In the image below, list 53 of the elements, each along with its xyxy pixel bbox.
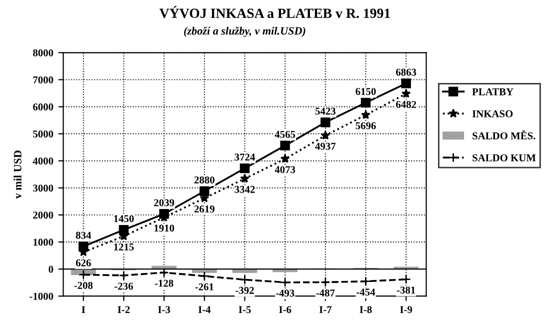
- y-tick-label: 5000: [33, 130, 54, 138]
- y-tick-label: -1000: [30, 292, 54, 300]
- y-axis-title: v mil USD: [14, 150, 22, 199]
- y-tick-label: 0: [48, 266, 54, 273]
- legend-label: PLATBY: [472, 88, 514, 96]
- y-tick-label: 8000: [33, 49, 54, 56]
- chart-title: VÝVOJ INKASA a PLATEB v R. 1991: [159, 6, 390, 18]
- data-label: 3724: [234, 154, 255, 161]
- data-label: 1450: [114, 215, 134, 222]
- x-tick-label: I-5: [238, 306, 251, 314]
- data-label: -236: [114, 282, 133, 290]
- data-label: 6150: [356, 88, 376, 96]
- data-label: 6863: [396, 68, 416, 76]
- y-tick-label: 4000: [32, 158, 54, 165]
- x-tick-label: I-6: [279, 306, 292, 314]
- data-label: 5423: [315, 108, 336, 115]
- data-label: 2619: [194, 205, 214, 212]
- x-tick-label: I-7: [319, 306, 332, 314]
- data-label: 3342: [234, 186, 255, 193]
- data-label: -261: [195, 283, 214, 290]
- data-label: -454: [356, 288, 376, 296]
- data-label: -208: [74, 282, 93, 289]
- data-label: 4565: [274, 130, 296, 138]
- data-label: -381: [396, 286, 416, 294]
- y-tick-label: 3000: [33, 184, 54, 192]
- y-tick-label: 7000: [33, 76, 54, 84]
- legend-label: SALDO KUM: [472, 154, 536, 162]
- data-label: 1215: [114, 243, 134, 250]
- x-tick-label: I-8: [360, 306, 372, 314]
- x-tick-label: I-4: [198, 306, 211, 314]
- data-label: 834: [76, 232, 92, 239]
- data-label: -487: [316, 289, 335, 296]
- legend-label: SALDO MĚS.: [472, 130, 536, 140]
- data-label: 4073: [274, 166, 296, 174]
- y-tick-label: 2000: [33, 212, 54, 219]
- data-label: 4937: [315, 142, 336, 150]
- y-tick-label: 1000: [34, 238, 54, 246]
- legend-label: INKASO: [472, 110, 513, 118]
- y-tick-label: 6000: [33, 103, 54, 110]
- data-label: 2039: [154, 199, 174, 206]
- x-tick-label: I: [82, 306, 86, 314]
- data-label: 6482: [396, 100, 416, 108]
- x-tick-label: I-3: [158, 306, 170, 314]
- data-label: 2880: [194, 176, 214, 184]
- x-tick-label: I-9: [400, 306, 412, 314]
- data-label: -493: [276, 290, 294, 297]
- data-label: -128: [154, 280, 174, 287]
- data-label: -392: [236, 286, 254, 294]
- data-label: 1910: [154, 224, 174, 232]
- data-label: 5696: [356, 122, 376, 130]
- chart-subtitle: (zboží a služby, v mil.USD): [184, 26, 306, 37]
- x-tick-label: I-2: [118, 306, 130, 314]
- data-label: 626: [76, 259, 91, 266]
